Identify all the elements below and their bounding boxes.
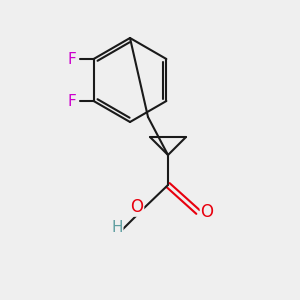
Text: F: F [67, 94, 76, 109]
Text: H: H [111, 220, 123, 236]
Text: F: F [67, 52, 76, 67]
Text: O: O [130, 198, 143, 216]
Text: O: O [200, 203, 214, 221]
